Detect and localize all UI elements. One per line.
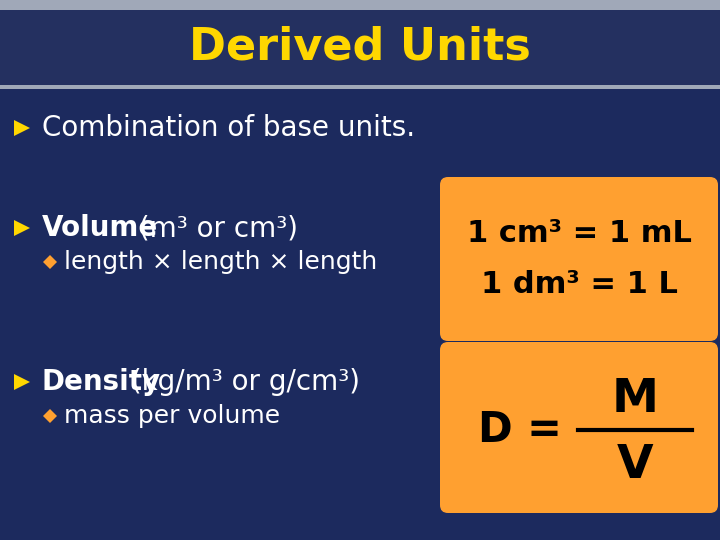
Text: Derived Units: Derived Units xyxy=(189,26,531,69)
Bar xyxy=(0,10,720,85)
Text: length × length × length: length × length × length xyxy=(64,250,377,274)
Bar xyxy=(0,85,720,89)
Text: M: M xyxy=(611,377,659,422)
FancyBboxPatch shape xyxy=(440,342,718,513)
Text: Volume: Volume xyxy=(42,214,158,242)
Text: (m³ or cm³): (m³ or cm³) xyxy=(130,214,298,242)
Text: Combination of base units.: Combination of base units. xyxy=(42,114,415,142)
Text: V: V xyxy=(617,443,653,488)
Text: 1 dm³ = 1 L: 1 dm³ = 1 L xyxy=(480,269,678,299)
Text: mass per volume: mass per volume xyxy=(64,404,280,428)
FancyBboxPatch shape xyxy=(440,177,718,341)
Text: Density: Density xyxy=(42,368,161,396)
Text: (kg/m³ or g/cm³): (kg/m³ or g/cm³) xyxy=(122,368,360,396)
Bar xyxy=(0,0,720,10)
Text: 1 cm³ = 1 mL: 1 cm³ = 1 mL xyxy=(467,219,691,248)
Text: D =: D = xyxy=(478,408,562,450)
